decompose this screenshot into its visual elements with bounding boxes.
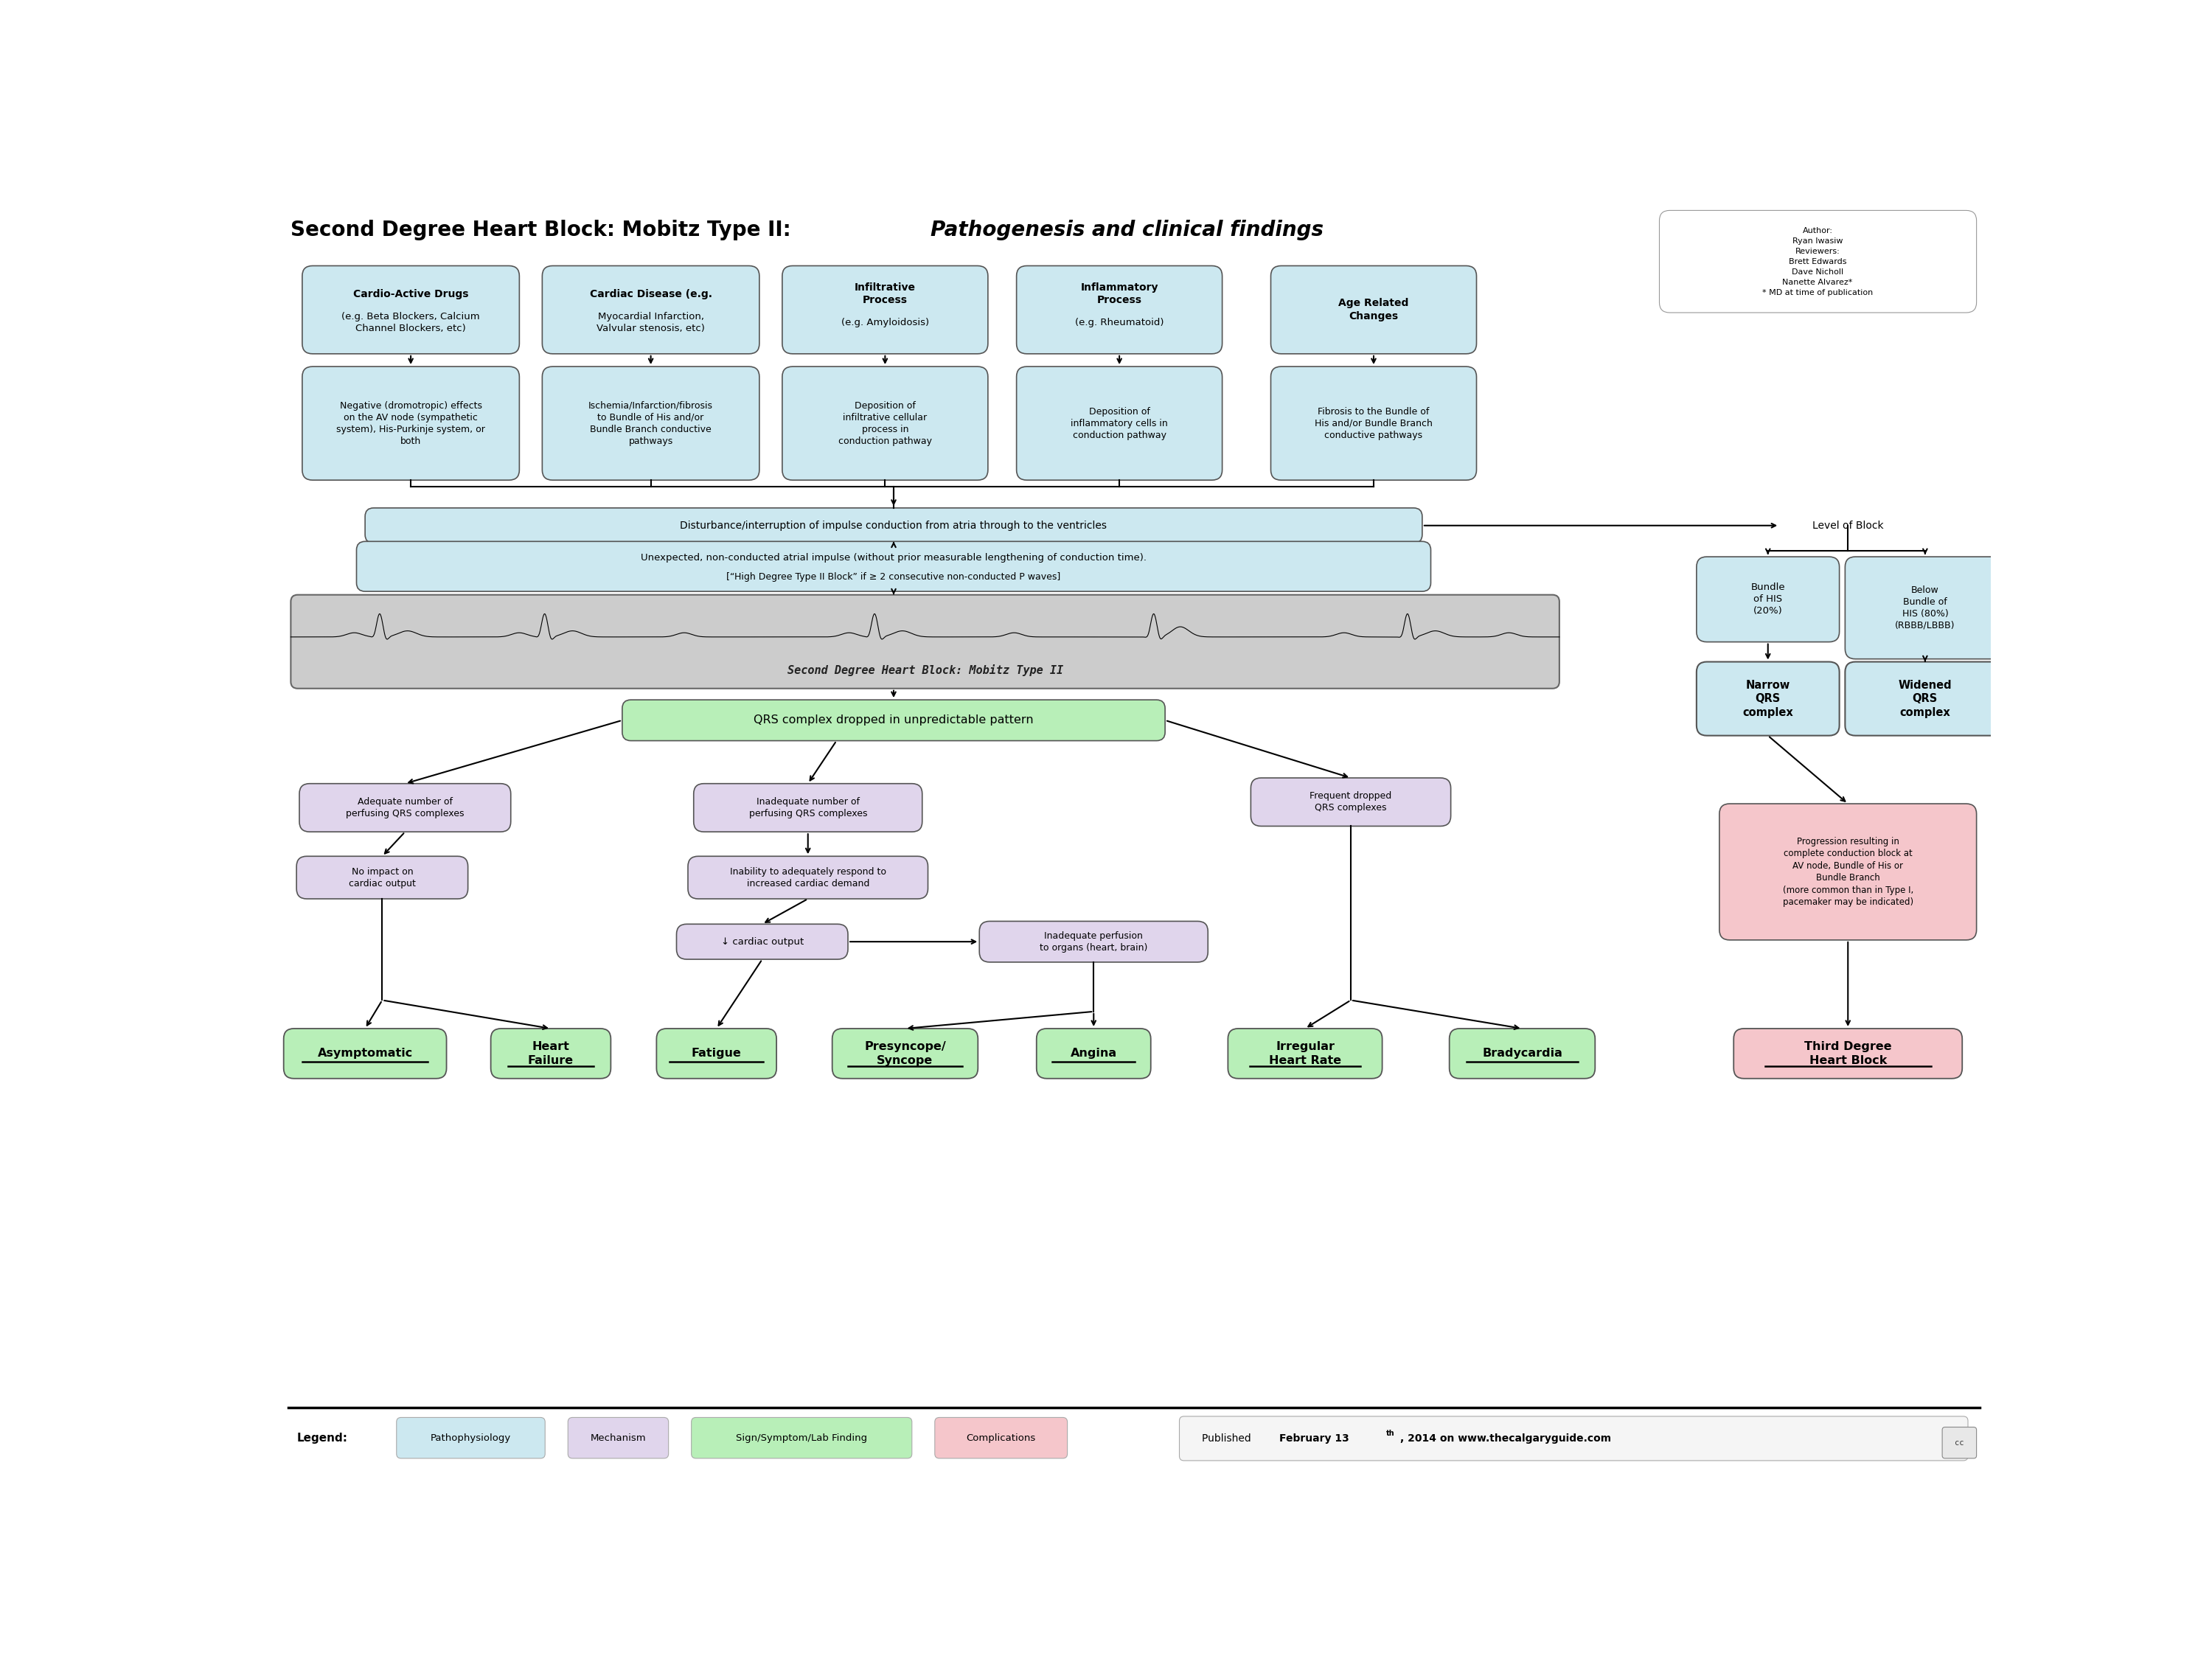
FancyBboxPatch shape — [980, 921, 1208, 962]
FancyBboxPatch shape — [688, 856, 929, 899]
Text: Author:
Ryan Iwasiw
Reviewers:
Brett Edwards
Dave Nicholl
Nanette Alvarez*
* MD : Author: Ryan Iwasiw Reviewers: Brett Edw… — [1763, 227, 1874, 297]
Text: Angina: Angina — [1071, 1048, 1117, 1058]
FancyBboxPatch shape — [365, 508, 1422, 542]
Text: Asymptomatic: Asymptomatic — [319, 1048, 414, 1058]
Text: Pathophysiology: Pathophysiology — [431, 1433, 511, 1443]
Text: Pathogenesis and clinical findings: Pathogenesis and clinical findings — [931, 221, 1323, 241]
Text: Bradycardia: Bradycardia — [1482, 1048, 1562, 1058]
FancyBboxPatch shape — [1942, 1427, 1978, 1458]
FancyBboxPatch shape — [1018, 265, 1223, 353]
FancyBboxPatch shape — [303, 265, 520, 353]
FancyBboxPatch shape — [283, 1029, 447, 1078]
FancyBboxPatch shape — [356, 541, 1431, 591]
Text: Infiltrative
Process: Infiltrative Process — [854, 282, 916, 305]
FancyBboxPatch shape — [1734, 1029, 1962, 1078]
Text: (e.g. Rheumatoid): (e.g. Rheumatoid) — [1075, 317, 1164, 327]
Text: Cardiac Disease (e.g.: Cardiac Disease (e.g. — [591, 289, 712, 299]
FancyBboxPatch shape — [783, 265, 989, 353]
Text: Fibrosis to the Bundle of
His and/or Bundle Branch
conductive pathways: Fibrosis to the Bundle of His and/or Bun… — [1314, 406, 1433, 440]
Text: Progression resulting in
complete conduction block at
AV node, Bundle of His or
: Progression resulting in complete conduc… — [1783, 836, 1913, 907]
Text: Second Degree Heart Block: Mobitz Type II: Second Degree Heart Block: Mobitz Type I… — [787, 664, 1064, 677]
FancyBboxPatch shape — [622, 700, 1166, 740]
Text: th: th — [1387, 1430, 1396, 1437]
Text: Bundle
of HIS
(20%): Bundle of HIS (20%) — [1750, 582, 1785, 615]
Text: Mechanism: Mechanism — [591, 1433, 646, 1443]
FancyBboxPatch shape — [783, 367, 989, 479]
FancyBboxPatch shape — [1270, 367, 1478, 479]
Text: Inadequate perfusion
to organs (heart, brain): Inadequate perfusion to organs (heart, b… — [1040, 931, 1148, 952]
FancyBboxPatch shape — [695, 783, 922, 831]
Text: Legend:: Legend: — [296, 1432, 347, 1443]
Text: No impact on
cardiac output: No impact on cardiac output — [349, 868, 416, 888]
FancyBboxPatch shape — [832, 1029, 978, 1078]
Text: Below
Bundle of
HIS (80%)
(RBBB/LBBB): Below Bundle of HIS (80%) (RBBB/LBBB) — [1896, 586, 1955, 630]
FancyBboxPatch shape — [1018, 367, 1223, 479]
FancyBboxPatch shape — [396, 1417, 544, 1458]
FancyBboxPatch shape — [303, 367, 520, 479]
FancyBboxPatch shape — [290, 596, 1559, 688]
FancyBboxPatch shape — [1697, 662, 1840, 735]
Text: cc: cc — [1955, 1438, 1964, 1447]
FancyBboxPatch shape — [542, 265, 759, 353]
FancyBboxPatch shape — [1179, 1417, 1969, 1460]
FancyBboxPatch shape — [677, 924, 847, 959]
FancyBboxPatch shape — [1697, 557, 1840, 642]
Text: ↓ cardiac output: ↓ cardiac output — [721, 937, 803, 947]
Text: Inability to adequately respond to
increased cardiac demand: Inability to adequately respond to incre… — [730, 868, 887, 888]
FancyBboxPatch shape — [1845, 662, 2004, 735]
Text: Deposition of
inflammatory cells in
conduction pathway: Deposition of inflammatory cells in cond… — [1071, 406, 1168, 440]
Text: February 13: February 13 — [1279, 1433, 1349, 1443]
Text: Negative (dromotropic) effects
on the AV node (sympathetic
system), His-Purkinje: Negative (dromotropic) effects on the AV… — [336, 401, 484, 446]
Text: QRS complex dropped in unpredictable pattern: QRS complex dropped in unpredictable pat… — [754, 715, 1033, 725]
FancyBboxPatch shape — [936, 1417, 1068, 1458]
Text: Inadequate number of
perfusing QRS complexes: Inadequate number of perfusing QRS compl… — [748, 796, 867, 818]
Text: Inflammatory
Process: Inflammatory Process — [1079, 282, 1159, 305]
Text: Third Degree
Heart Block: Third Degree Heart Block — [1805, 1042, 1891, 1067]
Text: Cardio-Active Drugs: Cardio-Active Drugs — [354, 289, 469, 299]
Text: Widened
QRS
complex: Widened QRS complex — [1898, 680, 1951, 718]
FancyBboxPatch shape — [299, 783, 511, 831]
Text: Irregular
Heart Rate: Irregular Heart Rate — [1270, 1042, 1340, 1067]
FancyBboxPatch shape — [1449, 1029, 1595, 1078]
FancyBboxPatch shape — [296, 856, 469, 899]
Text: Myocardial Infarction,
Valvular stenosis, etc): Myocardial Infarction, Valvular stenosis… — [597, 312, 706, 333]
Text: Age Related
Changes: Age Related Changes — [1338, 299, 1409, 322]
Text: (e.g. Amyloidosis): (e.g. Amyloidosis) — [841, 317, 929, 327]
Text: Adequate number of
perfusing QRS complexes: Adequate number of perfusing QRS complex… — [345, 796, 465, 818]
FancyBboxPatch shape — [491, 1029, 611, 1078]
Text: Heart
Failure: Heart Failure — [529, 1042, 573, 1067]
Text: Complications: Complications — [967, 1433, 1035, 1443]
Text: Fatigue: Fatigue — [692, 1048, 741, 1058]
FancyBboxPatch shape — [1719, 803, 1978, 941]
Text: Level of Block: Level of Block — [1812, 521, 1885, 531]
FancyBboxPatch shape — [1228, 1029, 1382, 1078]
Text: (e.g. Beta Blockers, Calcium
Channel Blockers, etc): (e.g. Beta Blockers, Calcium Channel Blo… — [341, 312, 480, 333]
Text: Unexpected, non-conducted atrial impulse (without prior measurable lengthening o: Unexpected, non-conducted atrial impulse… — [641, 552, 1146, 562]
Text: Narrow
QRS
complex: Narrow QRS complex — [1743, 680, 1794, 718]
Text: Deposition of
infiltrative cellular
process in
conduction pathway: Deposition of infiltrative cellular proc… — [838, 401, 931, 446]
Text: Frequent dropped
QRS complexes: Frequent dropped QRS complexes — [1310, 791, 1391, 813]
Text: Ischemia/Infarction/fibrosis
to Bundle of His and/or
Bundle Branch conductive
pa: Ischemia/Infarction/fibrosis to Bundle o… — [588, 401, 712, 446]
FancyBboxPatch shape — [542, 367, 759, 479]
FancyBboxPatch shape — [1845, 557, 2004, 659]
Text: Published: Published — [1203, 1433, 1254, 1443]
Text: , 2014 on www.thecalgaryguide.com: , 2014 on www.thecalgaryguide.com — [1400, 1433, 1613, 1443]
Text: Second Degree Heart Block: Mobitz Type II:: Second Degree Heart Block: Mobitz Type I… — [290, 221, 799, 241]
FancyBboxPatch shape — [1270, 265, 1478, 353]
Text: [“High Degree Type II Block” if ≥ 2 consecutive non-conducted P waves]: [“High Degree Type II Block” if ≥ 2 cons… — [726, 572, 1062, 581]
FancyBboxPatch shape — [1659, 211, 1978, 312]
FancyBboxPatch shape — [692, 1417, 911, 1458]
Text: Sign/Symptom/Lab Finding: Sign/Symptom/Lab Finding — [737, 1433, 867, 1443]
Text: Disturbance/interruption of impulse conduction from atria through to the ventric: Disturbance/interruption of impulse cond… — [681, 521, 1106, 531]
FancyBboxPatch shape — [1250, 778, 1451, 826]
FancyBboxPatch shape — [568, 1417, 668, 1458]
FancyBboxPatch shape — [1037, 1029, 1150, 1078]
FancyBboxPatch shape — [657, 1029, 776, 1078]
Text: Presyncope/
Syncope: Presyncope/ Syncope — [865, 1042, 947, 1067]
